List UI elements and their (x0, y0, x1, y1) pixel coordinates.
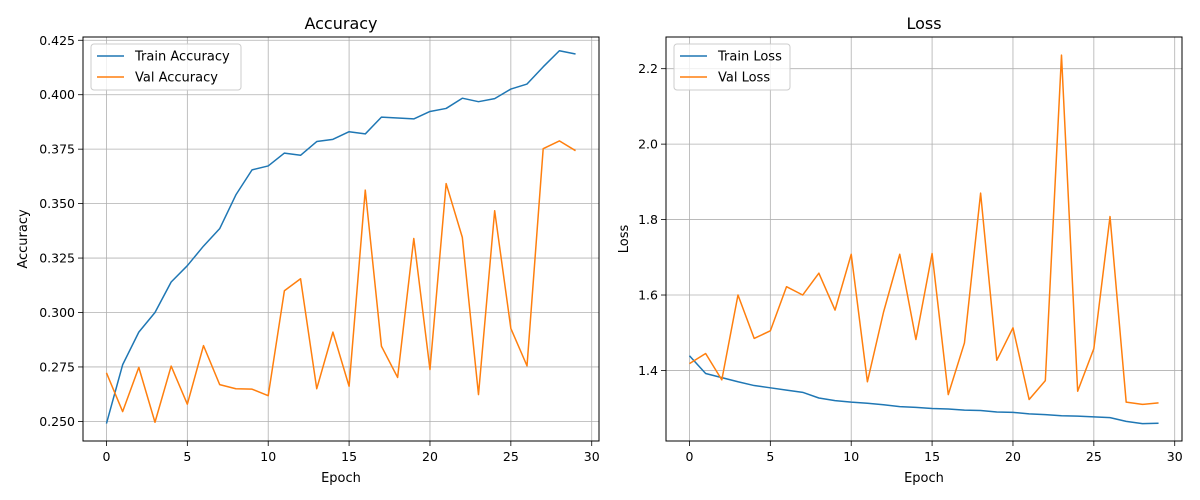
legend-box (90, 43, 242, 91)
y-tick-label: 1.6 (638, 288, 658, 303)
legend-label: Train Accuracy (134, 50, 230, 65)
y-tick-label: 0.250 (39, 414, 75, 429)
series-line-0 (105, 49, 576, 424)
x-tick-label: 0 (685, 449, 693, 464)
y-tick-label: 0.275 (39, 359, 75, 374)
legend: Train Loss Val Loss (673, 43, 791, 91)
series-lines (688, 54, 1159, 425)
plot-frame (665, 36, 1183, 442)
legend-label: Train Loss (717, 50, 782, 65)
y-tick-label: 1.8 (638, 212, 658, 227)
y-tick-label: 0.400 (39, 87, 75, 102)
x-tick-label: 25 (1086, 449, 1102, 464)
series-lines (105, 49, 576, 424)
y-tick-label: 2.0 (638, 137, 658, 152)
chart-title: Accuracy (304, 14, 377, 33)
legend-label: Val Accuracy (135, 71, 218, 86)
series-line-1 (105, 140, 576, 424)
ticks: 0 5 10 15 20 25 30 1.4 1.6 1.8 2.0 2.2 (638, 61, 1183, 464)
y-tick-label: 0.375 (39, 142, 75, 157)
y-axis-label: Accuracy (16, 209, 31, 269)
grid (83, 37, 599, 441)
series-line-1 (689, 54, 1159, 406)
loss-chart: Loss 0 5 10 15 20 25 30 1.4 1.6 1.8 2.0 2.2 Epoch L… (617, 14, 1183, 486)
x-tick-label: 25 (503, 449, 519, 464)
x-tick-label: 15 (341, 449, 357, 464)
y-axis-label: Loss (617, 225, 632, 254)
legend-label: Val Loss (718, 71, 770, 86)
y-tick-label: 0.300 (39, 305, 75, 320)
x-tick-label: 5 (183, 449, 191, 464)
x-tick-label: 10 (260, 449, 276, 464)
x-tick-label: 5 (766, 449, 774, 464)
accuracy-chart: Accuracy 0 5 10 15 20 25 30 0.250 0.275 0.300 0.32… (16, 14, 600, 486)
chart-title: Loss (906, 14, 941, 33)
x-tick-label: 20 (1005, 449, 1021, 464)
y-tick-label: 0.325 (39, 251, 75, 266)
x-axis-label: Epoch (321, 471, 361, 486)
ticks: 0 5 10 15 20 25 30 0.250 0.275 0.300 0.325 0.350 0.3… (39, 33, 600, 464)
x-tick-label: 15 (924, 449, 940, 464)
x-tick-label: 30 (584, 449, 600, 464)
y-tick-label: 0.425 (39, 33, 75, 48)
x-tick-label: 30 (1167, 449, 1183, 464)
legend: Train Accuracy Val Accuracy (90, 43, 242, 91)
x-tick-label: 0 (102, 449, 110, 464)
grid (666, 37, 1182, 441)
series-line-0 (688, 355, 1159, 425)
x-tick-label: 20 (422, 449, 438, 464)
plot-frame (82, 36, 600, 442)
y-tick-label: 0.350 (39, 196, 75, 211)
x-tick-label: 10 (843, 449, 859, 464)
x-axis-label: Epoch (904, 471, 944, 486)
y-tick-label: 2.2 (638, 61, 658, 76)
y-tick-label: 1.4 (638, 363, 658, 378)
